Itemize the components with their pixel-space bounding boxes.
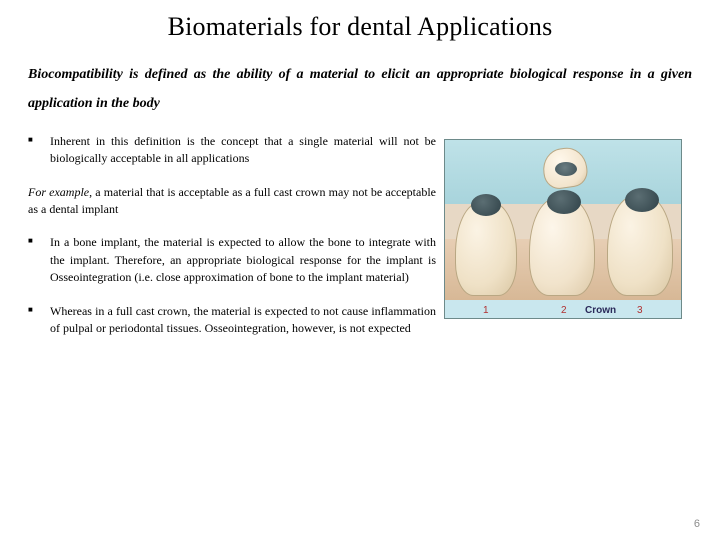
cavity-3 <box>625 188 659 212</box>
crown-figure: 1 2 3 Crown <box>444 139 682 319</box>
left-column: Inherent in this definition is the conce… <box>28 133 436 354</box>
crown-cap-underside <box>555 162 577 176</box>
figure-number-2: 2 <box>561 305 567 316</box>
example-rest: , a material that is acceptable as a ful… <box>28 185 436 216</box>
example-lead: For example <box>28 185 89 199</box>
bullet-item: Whereas in a full cast crown, the materi… <box>28 303 436 338</box>
bullet-list: Inherent in this definition is the conce… <box>28 133 436 168</box>
figure-number-3: 3 <box>637 305 643 316</box>
right-column: 1 2 3 Crown <box>444 133 682 354</box>
cavity-2 <box>547 190 581 214</box>
cavity-1 <box>471 194 501 216</box>
content-columns: Inherent in this definition is the conce… <box>28 133 692 354</box>
page-number: 6 <box>694 518 700 530</box>
figure-crown-label: Crown <box>585 305 616 316</box>
example-paragraph: For example, a material that is acceptab… <box>28 184 436 219</box>
tooth-1 <box>455 202 517 296</box>
bullet-item: Inherent in this definition is the conce… <box>28 133 436 168</box>
figure-number-1: 1 <box>483 305 489 316</box>
page-title: Biomaterials for dental Applications <box>28 12 692 42</box>
bullet-item: In a bone implant, the material is expec… <box>28 234 436 286</box>
definition-text: Biocompatibility is defined as the abili… <box>28 60 692 119</box>
bullet-list-2: In a bone implant, the material is expec… <box>28 234 436 337</box>
